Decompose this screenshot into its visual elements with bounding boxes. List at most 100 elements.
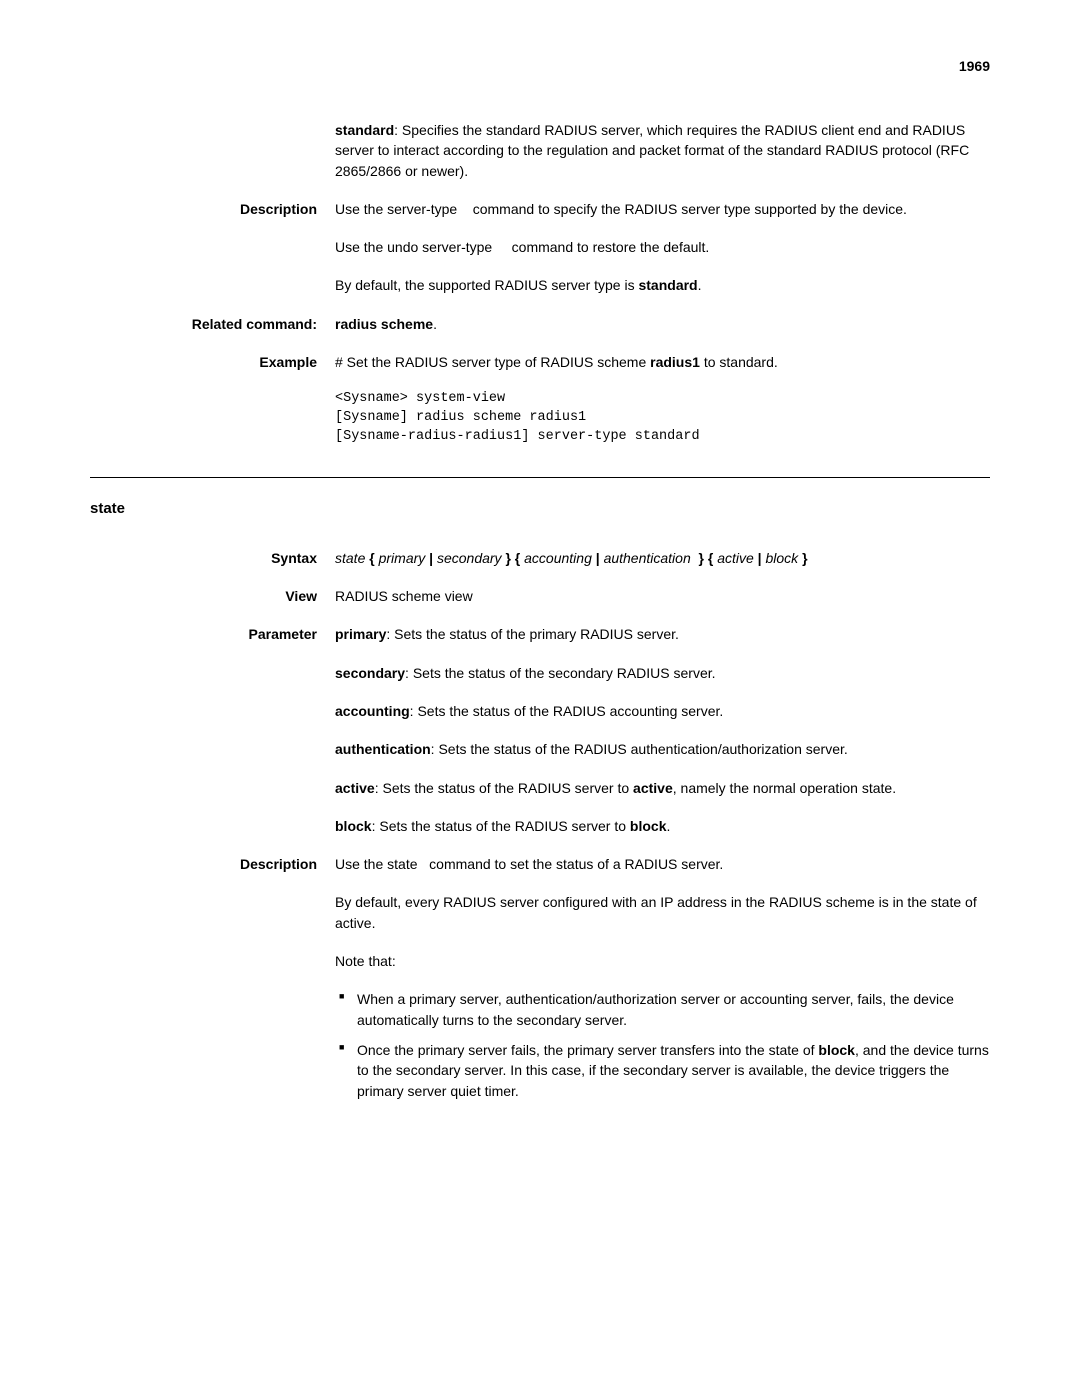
accounting-text: : Sets the status of the RADIUS accounti… bbox=[410, 703, 724, 719]
authentication-bold: authentication bbox=[335, 741, 431, 757]
example1-row: Example # Set the RADIUS server type of … bbox=[90, 352, 990, 447]
undo-cmd: undo server-type bbox=[387, 239, 492, 255]
block-bold2: block bbox=[630, 818, 667, 834]
parameter-label: Parameter bbox=[90, 624, 335, 836]
syntax-b3: } { bbox=[502, 550, 525, 566]
example1-code: <Sysname> system-view [Sysname] radius s… bbox=[335, 390, 990, 447]
intro-row: standard: Specifies the standard RADIUS … bbox=[90, 120, 990, 181]
param-accounting: accounting: Sets the status of the RADIU… bbox=[335, 701, 990, 721]
param-primary: primary: Sets the status of the primary … bbox=[335, 624, 990, 644]
syntax-b6: | bbox=[754, 550, 766, 566]
authentication-text: : Sets the status of the RADIUS authenti… bbox=[431, 741, 848, 757]
secondary-bold: secondary bbox=[335, 665, 405, 681]
desc2-p1-a: Use the bbox=[335, 856, 387, 872]
block-t2: . bbox=[667, 818, 671, 834]
syntax-state: state bbox=[335, 550, 365, 566]
ex1-intro-b: to standard. bbox=[700, 354, 778, 370]
parameter-row: Parameter primary: Sets the status of th… bbox=[90, 624, 990, 836]
desc1-p1-a: Use the bbox=[335, 201, 387, 217]
syntax-b2: | bbox=[425, 550, 437, 566]
secondary-text: : Sets the status of the secondary RADIU… bbox=[405, 665, 715, 681]
syntax-b4: | bbox=[592, 550, 604, 566]
standard-body: standard: Specifies the standard RADIUS … bbox=[335, 120, 990, 181]
active-t1: : Sets the status of the RADIUS server t… bbox=[375, 780, 633, 796]
description2-body: Use the state command to set the status … bbox=[335, 854, 990, 1111]
related-scheme: radius scheme bbox=[335, 316, 433, 332]
desc1-p2: Use the undo server-type command to rest… bbox=[335, 237, 990, 257]
primary-text: : Sets the status of the primary RADIUS … bbox=[386, 626, 679, 642]
desc1-p2-b: command to restore the default. bbox=[508, 239, 710, 255]
standard-text: : Specifies the standard RADIUS server, … bbox=[335, 122, 969, 179]
primary-bold: primary bbox=[335, 626, 386, 642]
syntax-text: state { primary | secondary } { accounti… bbox=[335, 548, 990, 568]
description1-label: Description bbox=[90, 199, 335, 296]
description2-row: Description Use the state command to set… bbox=[90, 854, 990, 1111]
page: 1969 standard: Specifies the standard RA… bbox=[0, 0, 1080, 1397]
syntax-row: Syntax state { primary | secondary } { a… bbox=[90, 548, 990, 568]
page-number: 1969 bbox=[959, 56, 990, 76]
view-row: View RADIUS scheme view bbox=[90, 586, 990, 606]
view-label: View bbox=[90, 586, 335, 606]
syntax-b1: { bbox=[365, 550, 378, 566]
syntax-b5: } { bbox=[695, 550, 718, 566]
desc1-p1-b: command to specify the RADIUS server typ… bbox=[469, 201, 907, 217]
content: standard: Specifies the standard RADIUS … bbox=[90, 120, 990, 1111]
active-bold2: active bbox=[633, 780, 673, 796]
related-suffix: . bbox=[433, 316, 437, 332]
syntax-authentication: authentication bbox=[604, 550, 691, 566]
syntax-block: block bbox=[766, 550, 799, 566]
example1-body: # Set the RADIUS server type of RADIUS s… bbox=[335, 352, 990, 447]
parameter-body: primary: Sets the status of the primary … bbox=[335, 624, 990, 836]
description1-body: Use the server-type command to specify t… bbox=[335, 199, 990, 296]
active-t2: , namely the normal operation state. bbox=[673, 780, 896, 796]
related-label: Related command: bbox=[90, 314, 335, 334]
server-type-cmd: server-type bbox=[387, 201, 457, 217]
empty-label bbox=[90, 120, 335, 181]
syntax-primary: primary bbox=[379, 550, 426, 566]
section-heading: state bbox=[90, 498, 990, 520]
description2-label: Description bbox=[90, 854, 335, 1111]
desc2-p3: Note that: bbox=[335, 951, 990, 971]
section-rule bbox=[90, 477, 990, 478]
syntax-label: Syntax bbox=[90, 548, 335, 568]
standard-bold: standard bbox=[335, 122, 394, 138]
example1-intro: # Set the RADIUS server type of RADIUS s… bbox=[335, 352, 990, 372]
block-t1: : Sets the status of the RADIUS server t… bbox=[372, 818, 630, 834]
desc1-p3-a: By default, the supported RADIUS server … bbox=[335, 277, 638, 293]
desc2-p1-b: command to set the status of a RADIUS se… bbox=[425, 856, 723, 872]
block-bold: block bbox=[335, 818, 372, 834]
desc1-p3-b: . bbox=[698, 277, 702, 293]
related-row: Related command: radius scheme. bbox=[90, 314, 990, 334]
related-para: radius scheme. bbox=[335, 314, 990, 334]
li2-a: Once the primary server fails, the prima… bbox=[357, 1042, 818, 1058]
syntax-active: active bbox=[717, 550, 754, 566]
radius1-bold: radius1 bbox=[650, 354, 700, 370]
example1-label: Example bbox=[90, 352, 335, 447]
param-active: active: Sets the status of the RADIUS se… bbox=[335, 778, 990, 798]
li2-bold: block bbox=[818, 1042, 855, 1058]
syntax-b7: } bbox=[798, 550, 807, 566]
param-authentication: authentication: Sets the status of the R… bbox=[335, 739, 990, 759]
ex1-intro-a: # Set the RADIUS server type of RADIUS s… bbox=[335, 354, 650, 370]
param-block: block: Sets the status of the RADIUS ser… bbox=[335, 816, 990, 836]
desc1-p3: By default, the supported RADIUS server … bbox=[335, 275, 990, 295]
view-body: RADIUS scheme view bbox=[335, 586, 990, 606]
description1-row: Description Use the server-type command … bbox=[90, 199, 990, 296]
accounting-bold: accounting bbox=[335, 703, 410, 719]
desc1-p2-a: Use the bbox=[335, 239, 387, 255]
desc1-p1: Use the server-type command to specify t… bbox=[335, 199, 990, 219]
param-secondary: secondary: Sets the status of the second… bbox=[335, 663, 990, 683]
notes-list: When a primary server, authentication/au… bbox=[335, 989, 990, 1100]
standard-para: standard: Specifies the standard RADIUS … bbox=[335, 120, 990, 181]
view-text: RADIUS scheme view bbox=[335, 586, 990, 606]
state-cmd: state bbox=[387, 856, 417, 872]
note-1: When a primary server, authentication/au… bbox=[335, 989, 990, 1030]
syntax-accounting: accounting bbox=[524, 550, 592, 566]
related-body: radius scheme. bbox=[335, 314, 990, 334]
syntax-body: state { primary | secondary } { accounti… bbox=[335, 548, 990, 568]
note-2: Once the primary server fails, the prima… bbox=[335, 1040, 990, 1101]
syntax-secondary: secondary bbox=[437, 550, 502, 566]
standard-bold2: standard bbox=[638, 277, 697, 293]
desc2-p2: By default, every RADIUS server configur… bbox=[335, 892, 990, 933]
active-bold: active bbox=[335, 780, 375, 796]
